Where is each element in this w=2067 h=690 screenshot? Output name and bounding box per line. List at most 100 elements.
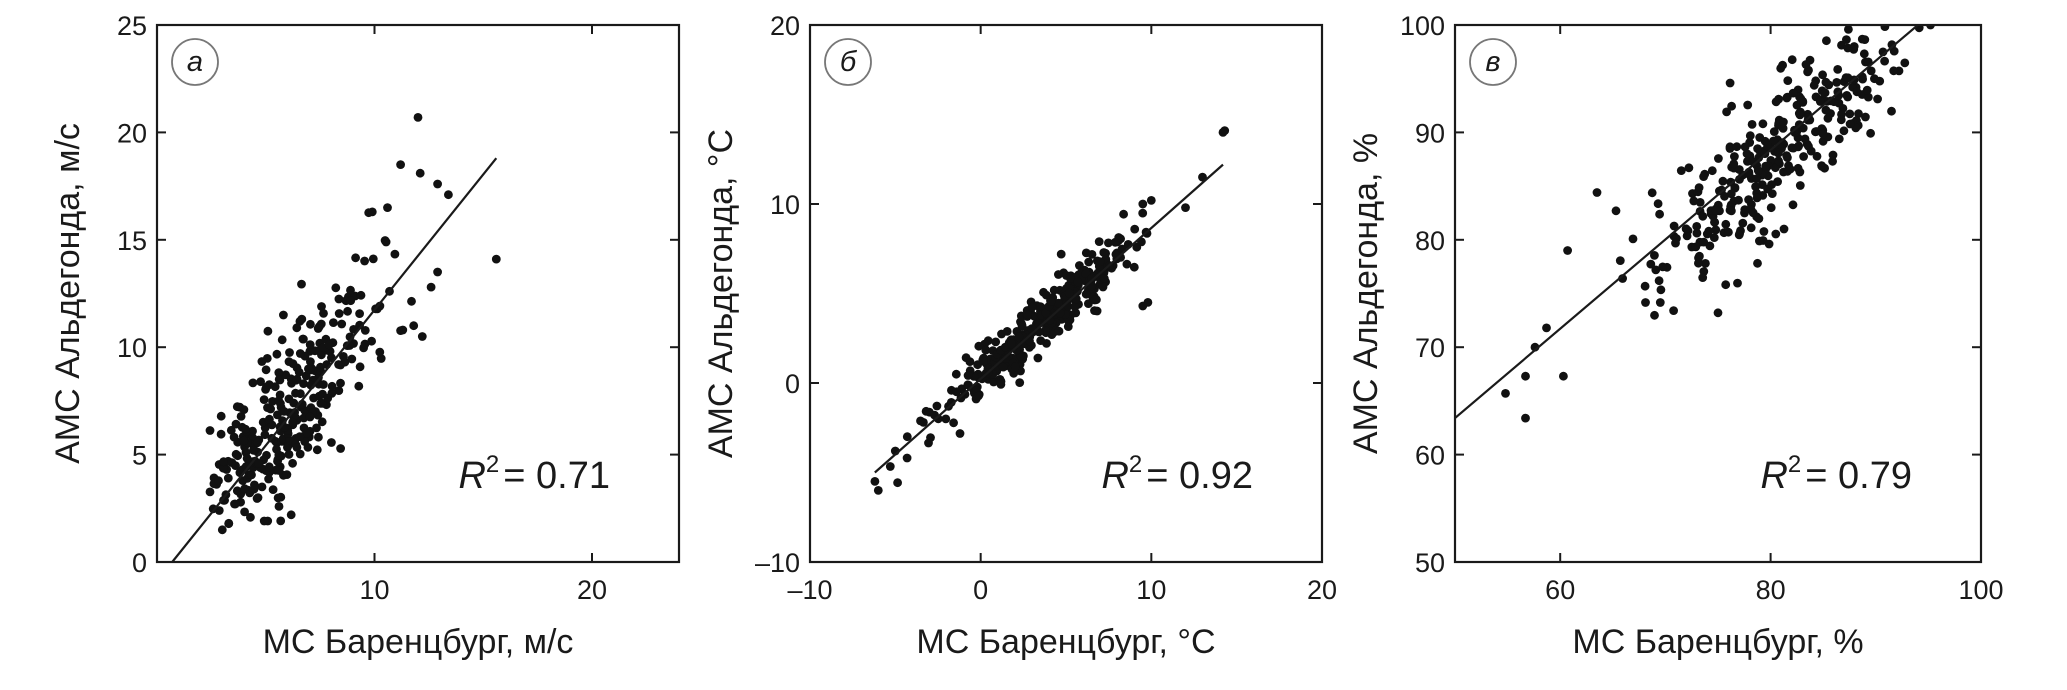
data-point (1783, 76, 1793, 85)
data-point (1098, 282, 1108, 292)
data-point (1788, 88, 1798, 98)
panel-2-x-axis-label: МС Баренцбург, °С (916, 623, 1215, 661)
data-point (1787, 143, 1797, 153)
data-point (381, 237, 391, 247)
data-point (1104, 238, 1113, 248)
data-point (295, 349, 305, 358)
data-point (281, 370, 291, 380)
data-point (1730, 152, 1739, 161)
data-point (259, 395, 269, 404)
panel-1-label-circle (171, 38, 219, 86)
data-point (1130, 224, 1140, 234)
data-point (1828, 150, 1838, 160)
data-point (1858, 74, 1867, 84)
data-point (288, 417, 297, 427)
data-point (1087, 273, 1097, 283)
data-point (272, 349, 282, 359)
data-point (1887, 40, 1897, 50)
data-point (285, 348, 294, 357)
data-point (1002, 327, 1012, 336)
data-point (351, 253, 360, 263)
data-point (268, 485, 278, 494)
data-point (1094, 237, 1104, 247)
data-point (289, 398, 299, 408)
data-point (1501, 389, 1510, 398)
data-point (232, 402, 242, 412)
x-tick-label: 10 (1136, 575, 1166, 605)
data-point (274, 396, 284, 406)
data-point (413, 113, 423, 122)
data-point (1866, 66, 1876, 76)
data-point (273, 410, 282, 420)
data-point (1815, 97, 1825, 106)
data-point (1845, 119, 1855, 129)
data-point (1859, 49, 1869, 59)
data-point (1862, 85, 1872, 95)
data-point (274, 368, 284, 377)
data-point (284, 357, 294, 366)
data-point (216, 429, 226, 439)
data-point (1146, 196, 1156, 205)
data-point (991, 337, 1001, 347)
data-point (491, 254, 501, 264)
data-point (426, 282, 436, 292)
y-tick-label: 0 (132, 548, 147, 578)
data-point (336, 444, 345, 453)
data-point (1843, 92, 1853, 102)
y-tick-label: –10 (755, 548, 800, 578)
data-point (974, 391, 983, 401)
y-tick-label: 100 (1400, 11, 1445, 41)
data-point (1809, 80, 1819, 90)
panel-3-label: в (1485, 46, 1500, 78)
data-point (1725, 144, 1735, 153)
data-point (1793, 163, 1803, 173)
data-point (1843, 43, 1853, 53)
data-point (264, 462, 274, 472)
data-point (1743, 100, 1753, 110)
data-point (1900, 58, 1910, 68)
data-point (1198, 172, 1207, 182)
data-point (1671, 238, 1680, 248)
data-point (1795, 181, 1805, 190)
data-point (1694, 183, 1704, 193)
data-point (355, 362, 365, 372)
data-point (253, 493, 263, 502)
data-point (1007, 339, 1016, 349)
data-point (941, 414, 951, 424)
data-point (1701, 259, 1710, 268)
data-point (1771, 97, 1781, 107)
data-point (1812, 127, 1821, 136)
data-point (1036, 336, 1046, 345)
data-point (916, 416, 925, 426)
data-point (1863, 92, 1873, 102)
data-point (1064, 288, 1074, 298)
data-point (346, 285, 355, 295)
data-point (360, 256, 369, 266)
data-point (317, 350, 326, 360)
data-point (1852, 87, 1862, 97)
data-point (1755, 133, 1765, 142)
data-point (1669, 221, 1679, 231)
data-point (1042, 290, 1051, 300)
data-point (1023, 310, 1032, 320)
data-point (231, 461, 240, 470)
x-tick-label: 60 (1545, 575, 1575, 605)
data-point (1776, 63, 1786, 73)
data-point (1095, 257, 1105, 267)
data-point (1707, 166, 1717, 176)
data-point (1820, 88, 1830, 98)
data-point (1119, 209, 1128, 219)
data-point (1734, 230, 1744, 240)
data-point (1821, 77, 1831, 87)
data-point (1744, 169, 1754, 179)
y-tick-label: 20 (770, 11, 800, 41)
panel-1-points (205, 113, 501, 535)
data-point (1779, 224, 1789, 234)
data-point (1779, 117, 1788, 127)
data-point (1796, 95, 1806, 105)
data-point (246, 512, 255, 522)
data-point (316, 362, 325, 372)
data-point (1611, 206, 1621, 216)
data-point (292, 374, 302, 384)
data-point (1740, 205, 1750, 215)
